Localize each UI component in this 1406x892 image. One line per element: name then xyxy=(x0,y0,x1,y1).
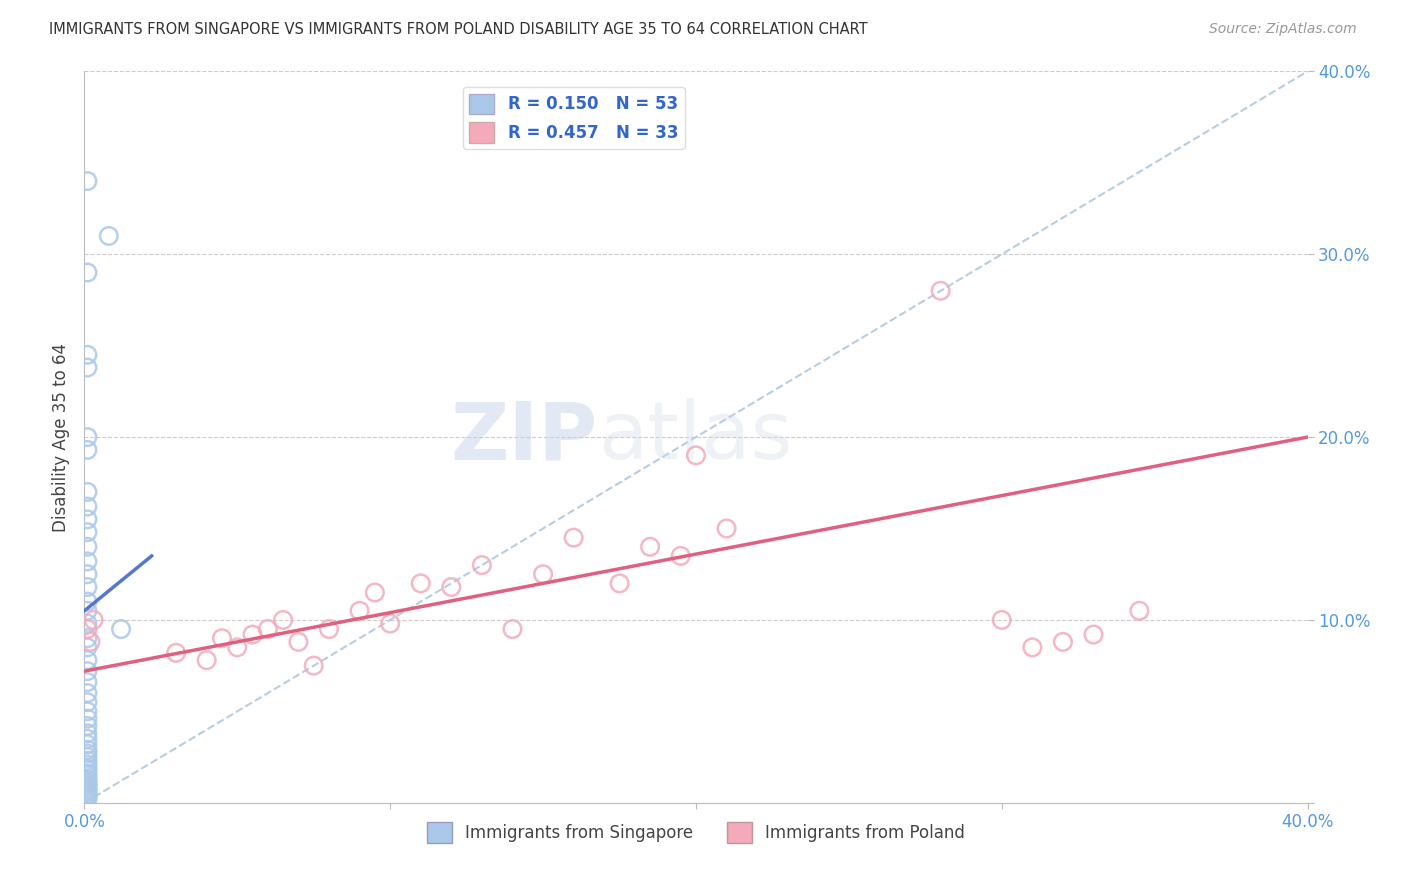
Y-axis label: Disability Age 35 to 64: Disability Age 35 to 64 xyxy=(52,343,70,532)
Point xyxy=(76,500,98,514)
Point xyxy=(562,531,585,545)
Point xyxy=(76,750,98,764)
Point xyxy=(79,635,101,649)
Point xyxy=(76,768,98,782)
Point xyxy=(76,785,98,799)
Point xyxy=(226,640,249,655)
Point xyxy=(638,540,661,554)
Point xyxy=(76,653,98,667)
Point xyxy=(1128,604,1150,618)
Point xyxy=(471,558,494,573)
Point xyxy=(349,604,371,618)
Point xyxy=(76,783,98,797)
Point xyxy=(211,632,233,646)
Point xyxy=(318,622,340,636)
Point xyxy=(76,761,98,775)
Point xyxy=(76,792,98,806)
Point xyxy=(76,430,98,444)
Text: ZIP: ZIP xyxy=(451,398,598,476)
Point xyxy=(76,789,98,803)
Point xyxy=(76,580,98,594)
Point xyxy=(76,763,98,777)
Point xyxy=(76,766,98,780)
Point xyxy=(76,485,98,500)
Point xyxy=(76,705,98,719)
Point xyxy=(364,585,387,599)
Point xyxy=(76,525,98,540)
Text: atlas: atlas xyxy=(598,398,793,476)
Point xyxy=(409,576,432,591)
Point xyxy=(1052,635,1074,649)
Point xyxy=(76,567,98,582)
Point xyxy=(302,658,325,673)
Point xyxy=(1083,627,1105,641)
Point xyxy=(76,787,98,801)
Point xyxy=(97,229,120,244)
Point xyxy=(76,737,98,751)
Point xyxy=(76,773,98,788)
Point xyxy=(76,743,98,757)
Point xyxy=(195,653,218,667)
Point xyxy=(76,712,98,726)
Point xyxy=(76,780,98,794)
Point xyxy=(76,540,98,554)
Point xyxy=(1021,640,1043,655)
Point xyxy=(110,622,132,636)
Point xyxy=(76,675,98,690)
Point xyxy=(76,616,98,631)
Point xyxy=(76,360,98,375)
Point xyxy=(685,448,707,462)
Point xyxy=(76,754,98,768)
Point xyxy=(76,640,98,655)
Point xyxy=(76,604,98,618)
Point xyxy=(76,594,98,608)
Point xyxy=(76,632,98,646)
Legend: Immigrants from Singapore, Immigrants from Poland: Immigrants from Singapore, Immigrants fr… xyxy=(420,815,972,849)
Point xyxy=(76,726,98,740)
Point xyxy=(929,284,952,298)
Point xyxy=(76,512,98,526)
Point xyxy=(531,567,554,582)
Point xyxy=(76,442,98,457)
Point xyxy=(76,772,98,786)
Point xyxy=(76,757,98,772)
Point xyxy=(716,521,738,535)
Point xyxy=(83,613,105,627)
Point xyxy=(76,686,98,700)
Point xyxy=(76,664,98,678)
Point xyxy=(242,627,264,641)
Point xyxy=(76,790,98,805)
Point xyxy=(380,616,402,631)
Text: IMMIGRANTS FROM SINGAPORE VS IMMIGRANTS FROM POLAND DISABILITY AGE 35 TO 64 CORR: IMMIGRANTS FROM SINGAPORE VS IMMIGRANTS … xyxy=(49,22,868,37)
Point xyxy=(76,174,98,188)
Point xyxy=(165,646,187,660)
Point xyxy=(76,266,98,280)
Point xyxy=(76,775,98,789)
Point xyxy=(76,778,98,792)
Point xyxy=(76,731,98,746)
Point xyxy=(257,622,280,636)
Point xyxy=(669,549,692,563)
Point xyxy=(76,554,98,568)
Point xyxy=(76,695,98,709)
Point xyxy=(609,576,631,591)
Point xyxy=(991,613,1014,627)
Point xyxy=(271,613,294,627)
Point xyxy=(287,635,309,649)
Point xyxy=(76,719,98,733)
Point xyxy=(76,348,98,362)
Point xyxy=(76,781,98,796)
Point xyxy=(76,622,98,636)
Point xyxy=(502,622,524,636)
Point xyxy=(440,580,463,594)
Point xyxy=(76,747,98,761)
Text: Source: ZipAtlas.com: Source: ZipAtlas.com xyxy=(1209,22,1357,37)
